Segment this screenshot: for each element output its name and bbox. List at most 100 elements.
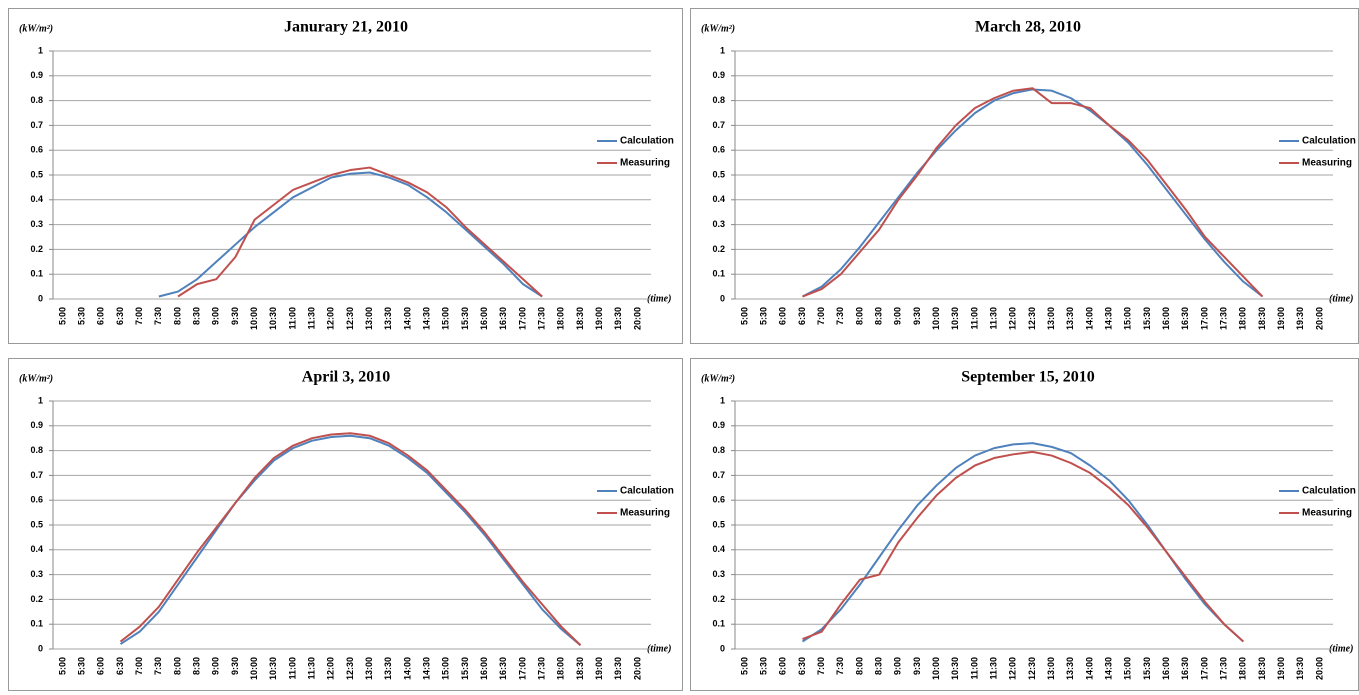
data-line [802,88,1264,298]
x-tick-label: 18:00 [1238,307,1248,330]
y-tick-label: 0.1 [30,619,43,629]
x-tick-label: 8:00 [172,657,182,675]
x-tick-label: 19:00 [1276,657,1286,680]
x-tick-label: 11:30 [989,307,999,330]
x-tick-label: 12:30 [345,657,355,680]
y-tick-label: 0.1 [30,269,43,279]
x-tick-label: 18:00 [1238,657,1248,680]
x-tick-label: 5:30 [77,657,87,675]
x-tick-label: 11:30 [307,657,317,680]
x-tick-label: 11:30 [989,657,999,680]
legend-label: Calculation [1302,136,1356,147]
x-tick-label: 15:00 [441,307,451,330]
x-tick-label: 6:00 [96,657,106,675]
x-tick-label: 6:00 [778,307,788,325]
x-axis-label: (time) [647,643,671,654]
legend-label: Calculation [620,486,674,497]
x-tick-label: 13:30 [383,307,393,330]
x-tick-label: 14:30 [422,307,432,330]
x-tick-label: 10:30 [950,657,960,680]
x-tick-label: 18:00 [556,307,566,330]
x-tick-label: 20:00 [632,307,642,330]
x-tick-label: 18:30 [1257,307,1267,330]
y-axis-label: (kW/m²) [701,23,735,34]
y-tick-label: 0.9 [30,420,43,430]
x-tick-label: 9:00 [211,657,221,675]
x-tick-label: 6:00 [778,657,788,675]
x-tick-label: 18:30 [1257,657,1267,680]
x-tick-label: 12:00 [326,657,336,680]
data-line [119,432,582,646]
x-tick-label: 9:00 [893,657,903,675]
x-tick-label: 9:30 [912,307,922,325]
x-tick-label: 17:00 [1199,657,1209,680]
x-tick-label: 6:30 [115,657,125,675]
chart: April 3, 2010 (kW/m²) (time) 0 0.1 0.2 0.3 0.4 0… [19,369,674,680]
x-tick-label: 13:00 [364,307,374,330]
y-tick-label: 0.1 [712,269,725,279]
x-axis-label: (time) [647,293,671,304]
y-tick-label: 0.4 [712,194,725,204]
y-tick-label: 0.7 [30,120,43,130]
x-tick-label: 8:00 [854,657,864,675]
y-tick-label: 0 [720,293,725,303]
x-axis-label: (time) [1329,643,1353,654]
y-tick-label: 0.4 [30,544,43,554]
legend-label: Calculation [1302,486,1356,497]
x-tick-label: 5:30 [77,307,87,325]
x-tick-label: 9:00 [893,307,903,325]
x-tick-label: 12:30 [1027,657,1037,680]
x-tick-label: 10:30 [268,657,278,680]
x-tick-label: 9:30 [230,657,240,675]
y-tick-label: 0.7 [30,470,43,480]
y-tick-label: 0.5 [712,169,725,179]
y-tick-label: 0.9 [30,70,43,80]
y-tick-label: 1 [720,395,725,405]
y-tick-label: 0.5 [30,169,43,179]
x-tick-label: 7:00 [134,657,144,675]
x-tick-label: 8:30 [192,307,202,325]
x-tick-label: 17:00 [1199,307,1209,330]
x-tick-label: 16:00 [1161,657,1171,680]
chart-panel: April 3, 2010 (kW/m²) (time) 0 0.1 0.2 0.3 0.4 0… [8,358,683,691]
y-tick-label: 0 [38,293,43,303]
x-tick-label: 7:30 [835,657,845,675]
x-tick-label: 13:30 [383,657,393,680]
y-tick-label: 0.8 [30,445,43,455]
x-tick-label: 10:00 [249,657,259,680]
y-tick-label: 0.8 [30,95,43,105]
x-tick-label: 14:30 [1104,657,1114,680]
chart-panel: September 15, 2010 (kW/m²) (time) 0 0.1 0.2 0.… [690,358,1359,691]
chart-panel: March 28, 2010 (kW/m²) (time) 0 0.1 0.2 0.3 0.4… [690,8,1359,344]
y-tick-label: 0.2 [30,244,43,254]
x-tick-label: 15:30 [1142,307,1152,330]
x-tick-label: 11:00 [287,307,297,330]
x-tick-label: 19:30 [1295,657,1305,680]
x-tick-label: 18:30 [575,657,585,680]
chart-title: Janurary 21, 2010 [284,19,408,36]
x-tick-label: 15:00 [441,657,451,680]
y-tick-label: 0.4 [712,544,725,554]
y-tick-label: 0.6 [712,495,725,505]
chart-title: April 3, 2010 [302,369,390,386]
y-tick-label: 0.2 [712,244,725,254]
y-axis-label: (kW/m²) [701,373,735,384]
chart-title: March 28, 2010 [975,19,1081,36]
y-tick-label: 0.3 [712,569,725,579]
x-tick-label: 5:00 [739,307,749,325]
x-tick-label: 15:30 [460,307,470,330]
x-tick-label: 17:30 [1219,657,1229,680]
data-line [177,166,543,298]
x-tick-label: 17:30 [537,657,547,680]
x-axis-label: (time) [1329,293,1353,304]
y-tick-label: 0.8 [712,95,725,105]
x-tick-label: 14:00 [402,657,412,680]
x-tick-label: 13:00 [1046,657,1056,680]
x-tick-label: 7:00 [134,307,144,325]
y-tick-label: 0.9 [712,70,725,80]
x-tick-label: 8:00 [172,307,182,325]
x-tick-label: 7:00 [816,307,826,325]
y-tick-label: 0.3 [30,569,43,579]
y-tick-label: 0.7 [712,470,725,480]
y-tick-label: 0.6 [712,145,725,155]
